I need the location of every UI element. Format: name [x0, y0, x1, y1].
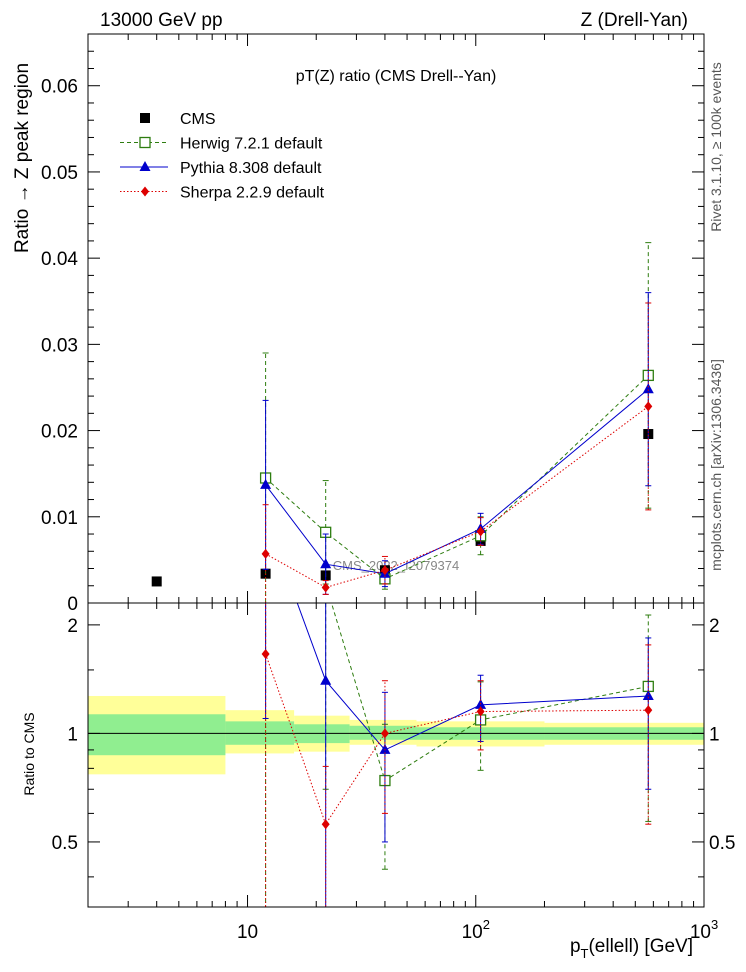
- data-point: [321, 582, 330, 593]
- data-point: [380, 565, 389, 576]
- data-point: [320, 558, 332, 569]
- data-point: [476, 526, 485, 537]
- ratio-series-pythia: [262, 603, 654, 907]
- data-point: [151, 576, 162, 587]
- ratio-y-tick-label-right: 2: [709, 616, 720, 637]
- legend-label: Herwig 7.2.1 default: [180, 136, 323, 153]
- data-point: [260, 478, 272, 489]
- series-line: [265, 388, 649, 575]
- ratio-series-sherpa: [261, 603, 653, 907]
- ratio-point: [642, 689, 654, 700]
- series-herwig: [259, 242, 654, 603]
- y-tick-label: 0.02: [41, 422, 78, 443]
- ratio-y-tick-label-right: 1: [709, 724, 720, 745]
- legend: CMS Herwig 7.2.1 default Pythia 8.308 defa…: [120, 111, 325, 202]
- legend-marker: [139, 136, 151, 149]
- y-tick-label: 0: [67, 594, 78, 615]
- chart-title: pT(Z) ratio (CMS Drell--Yan): [296, 68, 497, 85]
- data-point: [261, 548, 270, 559]
- y-tick-label: 0.03: [41, 335, 78, 356]
- ratio-series-line: [265, 653, 649, 826]
- ratio-content: [88, 603, 704, 907]
- series-sherpa: [261, 302, 653, 603]
- ratio-y-tick-label-left: 1: [67, 724, 78, 745]
- ratio-y-tick-label-right: 0.5: [709, 833, 735, 854]
- legend-marker: [141, 186, 149, 197]
- legend-marker: [139, 161, 151, 171]
- ratio-point: [380, 728, 389, 739]
- ratio-series-line: [296, 603, 649, 751]
- ratio-frame: [87, 602, 705, 908]
- x-axis-label: pT(ellell) [GeV]: [570, 936, 693, 961]
- header-process: Z (Drell-Yan): [581, 10, 688, 31]
- ratio-point: [644, 705, 653, 716]
- y-tick-label: 0.05: [41, 163, 78, 184]
- ratio-y-tick-label-left: 2: [67, 616, 78, 637]
- y-tick-label: 0.01: [41, 508, 78, 529]
- ratio-point: [261, 649, 270, 660]
- ratio-plot: 0.5 0.5 1 1 2 2 10 102 103: [52, 602, 735, 943]
- legend-marker: [140, 113, 150, 123]
- main-plot: 0 0.01 0.02 0.03 0.04 0.05 0.06 CMS_2022_I20793…: [41, 33, 705, 615]
- x-tick-label: 10: [237, 922, 258, 943]
- y-tick-label: 0.04: [41, 249, 78, 270]
- ratio-point: [320, 674, 332, 685]
- legend-label: Pythia 8.308 default: [180, 160, 322, 177]
- y-tick-label: 0.06: [41, 77, 78, 98]
- side-label-mcplots: mcplots.cern.ch [arXiv:1306.3436]: [708, 359, 724, 571]
- ratio-point: [321, 819, 330, 830]
- legend-label: Sherpa 2.2.9 default: [180, 185, 325, 202]
- header-energy: 13000 GeV pp: [100, 10, 223, 31]
- data-point: [642, 383, 654, 394]
- ratio-y-tick-label-left: 0.5: [52, 833, 78, 854]
- series-line: [265, 375, 649, 580]
- series-pythia: [260, 292, 654, 595]
- ratio-series-herwig: [265, 603, 654, 907]
- ratio-point: [476, 706, 485, 717]
- legend-label: CMS: [180, 111, 216, 128]
- side-label-rivet: Rivet 3.1.10, ≥ 100k events: [708, 62, 724, 232]
- ratio-ylabel: Ratio to CMS: [21, 712, 37, 795]
- x-tick-label: 102: [462, 917, 490, 943]
- main-ylabel: Ratio → Z peak region: [12, 63, 33, 253]
- uncertainty-band-inner: [88, 714, 226, 756]
- watermark: CMS_2022_I2079374: [333, 558, 460, 573]
- x-tick-label: 103: [690, 917, 718, 943]
- data-point: [644, 401, 653, 412]
